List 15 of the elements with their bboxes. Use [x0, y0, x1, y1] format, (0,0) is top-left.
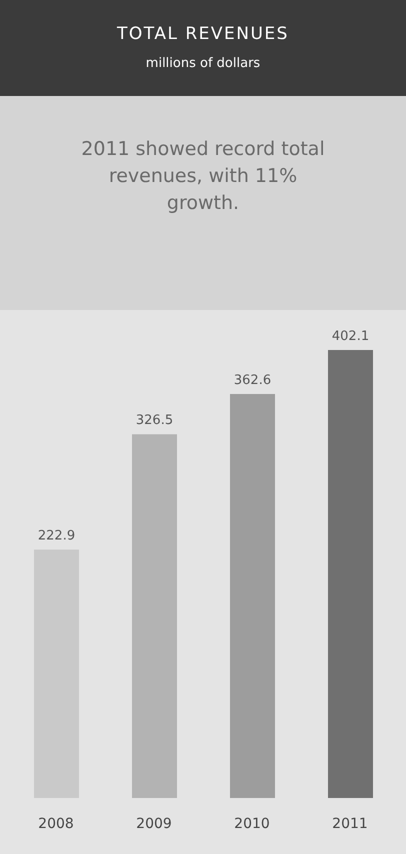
x-tick-label: 2010: [234, 816, 270, 832]
bar: [34, 550, 79, 798]
x-tick-label: 2011: [332, 816, 368, 832]
data-label: 362.6: [234, 373, 272, 388]
data-label: 222.9: [38, 528, 76, 544]
text: 2011 showed record total revenues, with 11% growth.: [80, 137, 326, 216]
bar: [328, 350, 373, 798]
x-tick-label: 2009: [136, 816, 172, 832]
data-label: 402.1: [332, 329, 370, 344]
chart-title: TOTAL REVENUES: [116, 24, 290, 44]
data-label: 326.5: [136, 413, 174, 428]
bar: [230, 394, 275, 798]
x-tick-label: 2008: [38, 816, 74, 832]
chart-subtitle: millions of dollars: [144, 56, 262, 71]
bar: [132, 434, 177, 798]
